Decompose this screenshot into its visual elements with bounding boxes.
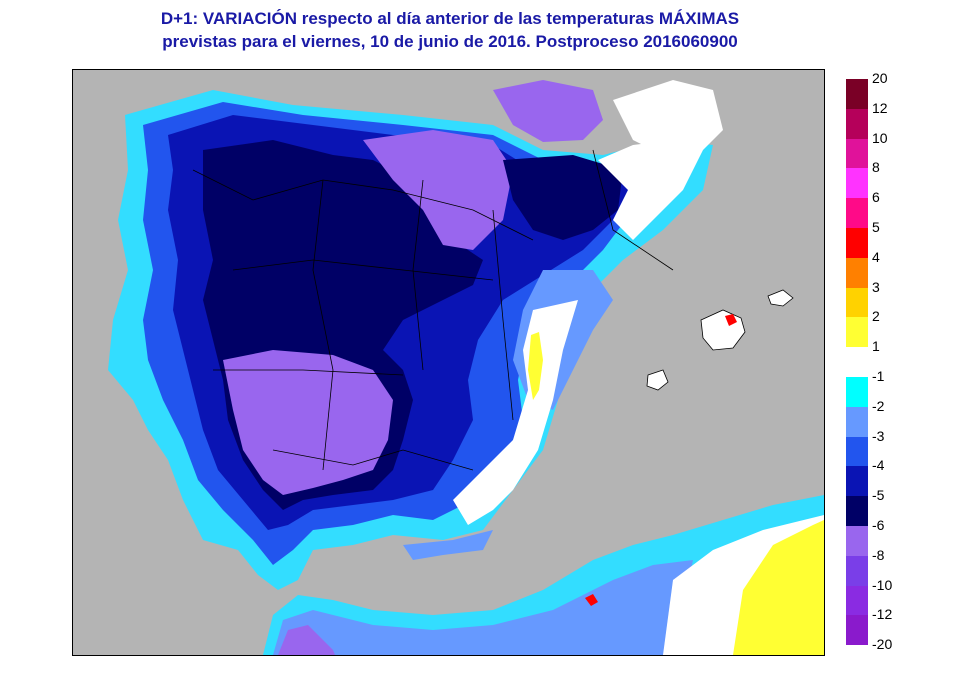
legend-swatch-negative xyxy=(846,585,868,616)
legend-swatch-positive xyxy=(846,79,868,109)
legend-swatch-positive xyxy=(846,257,868,288)
map-title-line2: previstas para el viernes, 10 de junio d… xyxy=(162,32,738,51)
legend-label-negative: -10 xyxy=(872,576,893,593)
legend-label-positive: 8 xyxy=(872,159,880,176)
legend-label-negative: -1 xyxy=(872,368,885,384)
legend-swatch-positive xyxy=(846,317,868,348)
legend-swatch-negative xyxy=(846,466,868,497)
balearic-islands xyxy=(646,289,794,391)
legend-label-positive: 2 xyxy=(872,308,880,325)
legend-label-negative: -20 xyxy=(872,636,893,653)
legend-label-negative: -5 xyxy=(872,487,885,504)
legend-label-negative: -12 xyxy=(872,606,893,623)
legend-swatch-negative xyxy=(846,496,868,526)
legend-swatch-positive xyxy=(846,138,868,169)
iberian-peninsula xyxy=(108,80,723,590)
legend-swatch-negative xyxy=(846,406,868,437)
legend-label-positive: 1 xyxy=(872,338,880,355)
legend-swatch-positive xyxy=(846,198,868,228)
legend-label-negative: -4 xyxy=(872,457,885,474)
legend-swatch-negative xyxy=(846,436,868,467)
legend-swatch-negative xyxy=(846,615,868,646)
legend-swatch-positive xyxy=(846,108,868,139)
map-title-line1: D+1: VARIACIÓN respecto al día anterior … xyxy=(160,9,740,28)
legend-swatch-positive xyxy=(846,287,868,318)
legend-label-positive: 10 xyxy=(872,129,888,146)
legend-swatch-negative xyxy=(846,377,868,407)
legend-label-positive: 6 xyxy=(872,189,880,206)
legend-swatch-negative xyxy=(846,555,868,586)
legend-label-positive: 12 xyxy=(872,99,888,116)
region-boundaries xyxy=(192,149,674,471)
legend-swatch-positive xyxy=(846,228,868,258)
legend-label-positive: 5 xyxy=(872,219,880,235)
legend-label-negative: -3 xyxy=(872,427,885,444)
legend-label-positive: 4 xyxy=(872,248,880,265)
legend-label-positive: 20 xyxy=(872,70,888,86)
legend-label-positive: 3 xyxy=(872,278,880,295)
legend-swatch-negative xyxy=(846,526,868,556)
legend-label-negative: -8 xyxy=(872,546,885,563)
legend-swatch-positive xyxy=(846,168,868,199)
legend-label-negative: -6 xyxy=(872,517,885,533)
legend-label-negative: -2 xyxy=(872,397,885,414)
color-legend: 20 12 10 8 6 5 4 3 2 1 -1 -2 -3 -4 -5 -6 -8 -10 -12 -20 xyxy=(846,0,971,689)
temperature-variation-map xyxy=(72,69,825,656)
north-africa xyxy=(263,495,824,655)
